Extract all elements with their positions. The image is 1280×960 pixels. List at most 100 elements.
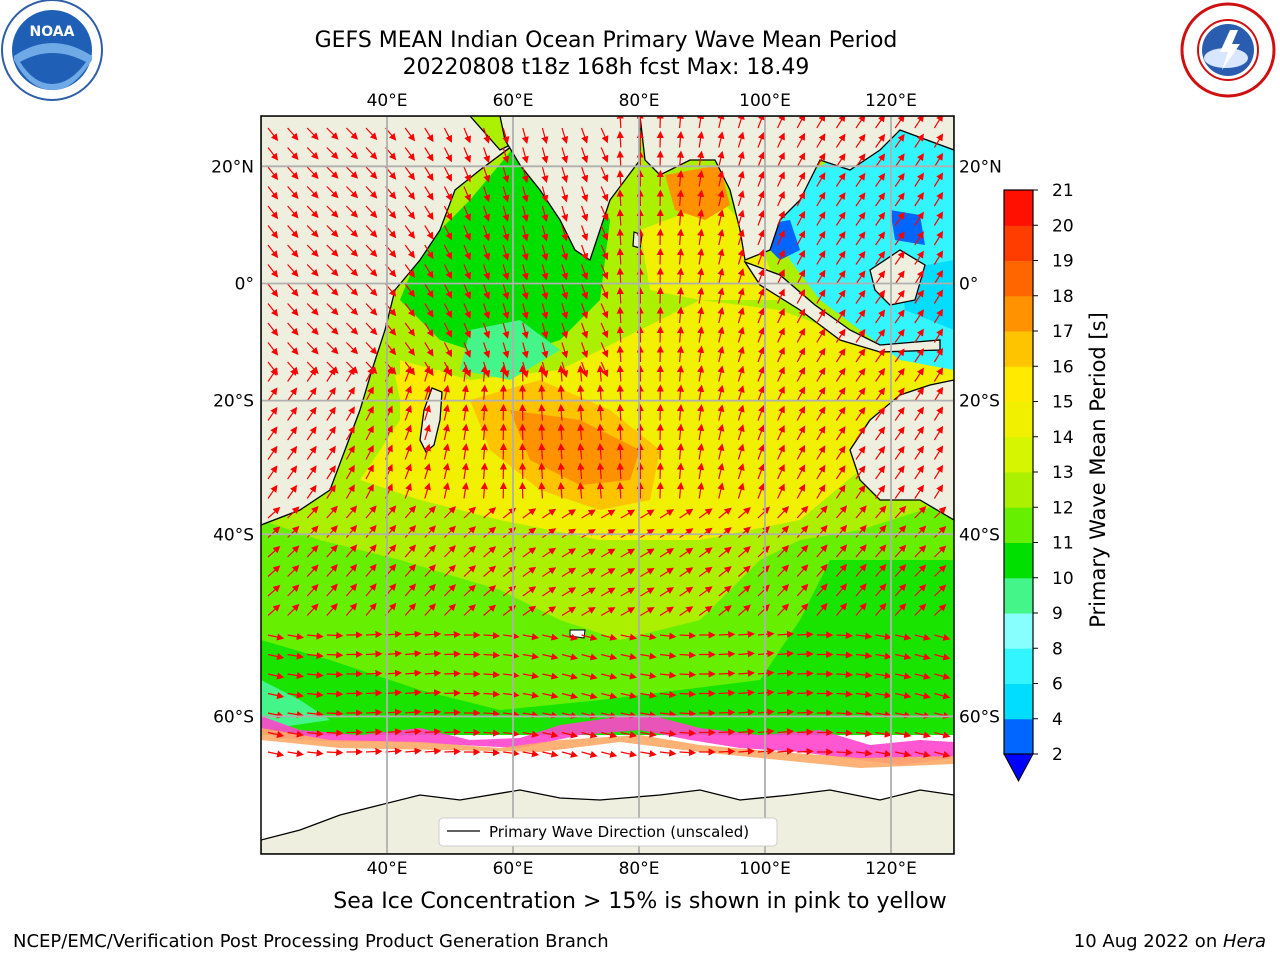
wave-arrow xyxy=(483,186,491,203)
wave-arrow xyxy=(875,116,886,129)
top-lon-label: 60°E xyxy=(493,91,534,111)
wave-arrow xyxy=(718,630,736,639)
wave-arrow xyxy=(405,669,422,677)
wave-arrow xyxy=(596,481,605,499)
wave-arrow xyxy=(542,567,557,577)
wave-arrow xyxy=(855,505,867,519)
colorbar-segment xyxy=(1004,366,1033,402)
wave-arrow xyxy=(561,548,577,558)
wave-arrow xyxy=(933,584,947,597)
wave-arrow xyxy=(717,365,725,382)
wave-arrow xyxy=(895,711,912,719)
wave-arrow xyxy=(737,116,745,129)
wave-arrow xyxy=(640,652,657,660)
wave-arrow xyxy=(737,365,745,382)
wave-arrow xyxy=(581,653,598,661)
wave-arrow xyxy=(676,462,685,480)
wave-arrow xyxy=(855,387,866,402)
wave-arrow xyxy=(306,342,319,355)
wave-arrow xyxy=(914,750,931,758)
wave-arrow xyxy=(306,445,317,460)
wave-arrow xyxy=(835,426,846,441)
wave-arrow xyxy=(404,303,415,317)
wave-arrow xyxy=(676,169,685,187)
wave-arrow xyxy=(538,423,546,441)
wave-arrow xyxy=(444,748,461,756)
wave-arrow xyxy=(581,509,596,519)
wave-arrow xyxy=(894,231,905,246)
wave-arrow xyxy=(326,303,339,316)
wave-arrow xyxy=(522,508,537,519)
bottom-lon-label: 120°E xyxy=(865,859,917,879)
wave-arrow xyxy=(737,482,745,499)
wave-arrow xyxy=(483,147,491,164)
wave-arrow xyxy=(620,607,636,617)
wave-arrow xyxy=(835,387,846,402)
wave-arrow xyxy=(365,708,383,717)
wave-arrow xyxy=(698,508,713,519)
wave-arrow xyxy=(522,730,540,738)
wave-arrow xyxy=(600,264,609,280)
wave-arrow xyxy=(287,205,299,219)
wave-arrow xyxy=(676,228,685,246)
wave-arrow xyxy=(757,249,765,265)
wave-arrow xyxy=(620,509,636,519)
wave-arrow xyxy=(287,671,304,680)
wave-arrow xyxy=(502,225,510,242)
wave-arrow xyxy=(855,690,873,699)
wave-arrow xyxy=(717,404,725,421)
wave-arrow xyxy=(267,545,281,558)
wave-arrow xyxy=(424,205,434,221)
wave-arrow xyxy=(894,270,905,285)
colorbar-tick-label: 4 xyxy=(1052,710,1063,730)
wave-arrow xyxy=(365,303,378,316)
wave-arrow xyxy=(855,211,866,226)
wave-arrow xyxy=(914,584,927,597)
wave-arrow xyxy=(640,509,655,519)
wave-arrow xyxy=(640,607,655,617)
wave-arrow xyxy=(521,244,529,262)
wave-arrow xyxy=(697,228,705,246)
wave-arrow xyxy=(365,166,378,180)
wave-arrow xyxy=(697,287,705,304)
wave-arrow xyxy=(365,444,374,460)
wave-arrow xyxy=(404,205,415,220)
wave-arrow xyxy=(326,670,344,679)
wave-arrow xyxy=(577,403,585,421)
wave-arrow xyxy=(287,632,304,641)
wave-arrow xyxy=(365,264,378,277)
wave-arrow xyxy=(561,225,569,242)
wave-arrow xyxy=(405,630,422,638)
wave-arrow xyxy=(777,506,790,519)
wave-arrow xyxy=(267,526,281,538)
wave-arrow xyxy=(600,186,609,202)
wave-arrow xyxy=(326,564,338,577)
wave-arrow xyxy=(757,366,765,382)
wave-arrow xyxy=(816,289,826,304)
wave-arrow xyxy=(737,424,745,441)
wave-arrow xyxy=(404,342,415,356)
wave-arrow xyxy=(895,692,912,700)
wave-arrow xyxy=(538,403,546,421)
wave-arrow xyxy=(640,711,657,719)
wave-arrow xyxy=(306,505,319,519)
wave-arrow xyxy=(306,544,319,558)
wave-arrow xyxy=(777,564,790,577)
wave-arrow xyxy=(796,464,806,480)
wave-arrow xyxy=(679,567,694,577)
wave-arrow xyxy=(502,283,510,300)
wave-arrow xyxy=(326,387,336,402)
wave-arrow xyxy=(757,288,765,304)
wave-arrow xyxy=(835,484,846,499)
wave-arrow xyxy=(306,465,317,480)
wave-arrow xyxy=(796,405,806,421)
colorbar-segment xyxy=(1004,507,1033,543)
wave-arrow xyxy=(855,729,873,738)
wave-arrow xyxy=(365,483,374,499)
wave-arrow xyxy=(894,484,905,499)
wave-arrow xyxy=(737,404,745,421)
wave-arrow xyxy=(306,205,319,218)
wave-arrow xyxy=(835,116,846,129)
wave-arrow xyxy=(503,749,520,757)
wave-arrow xyxy=(616,267,624,285)
